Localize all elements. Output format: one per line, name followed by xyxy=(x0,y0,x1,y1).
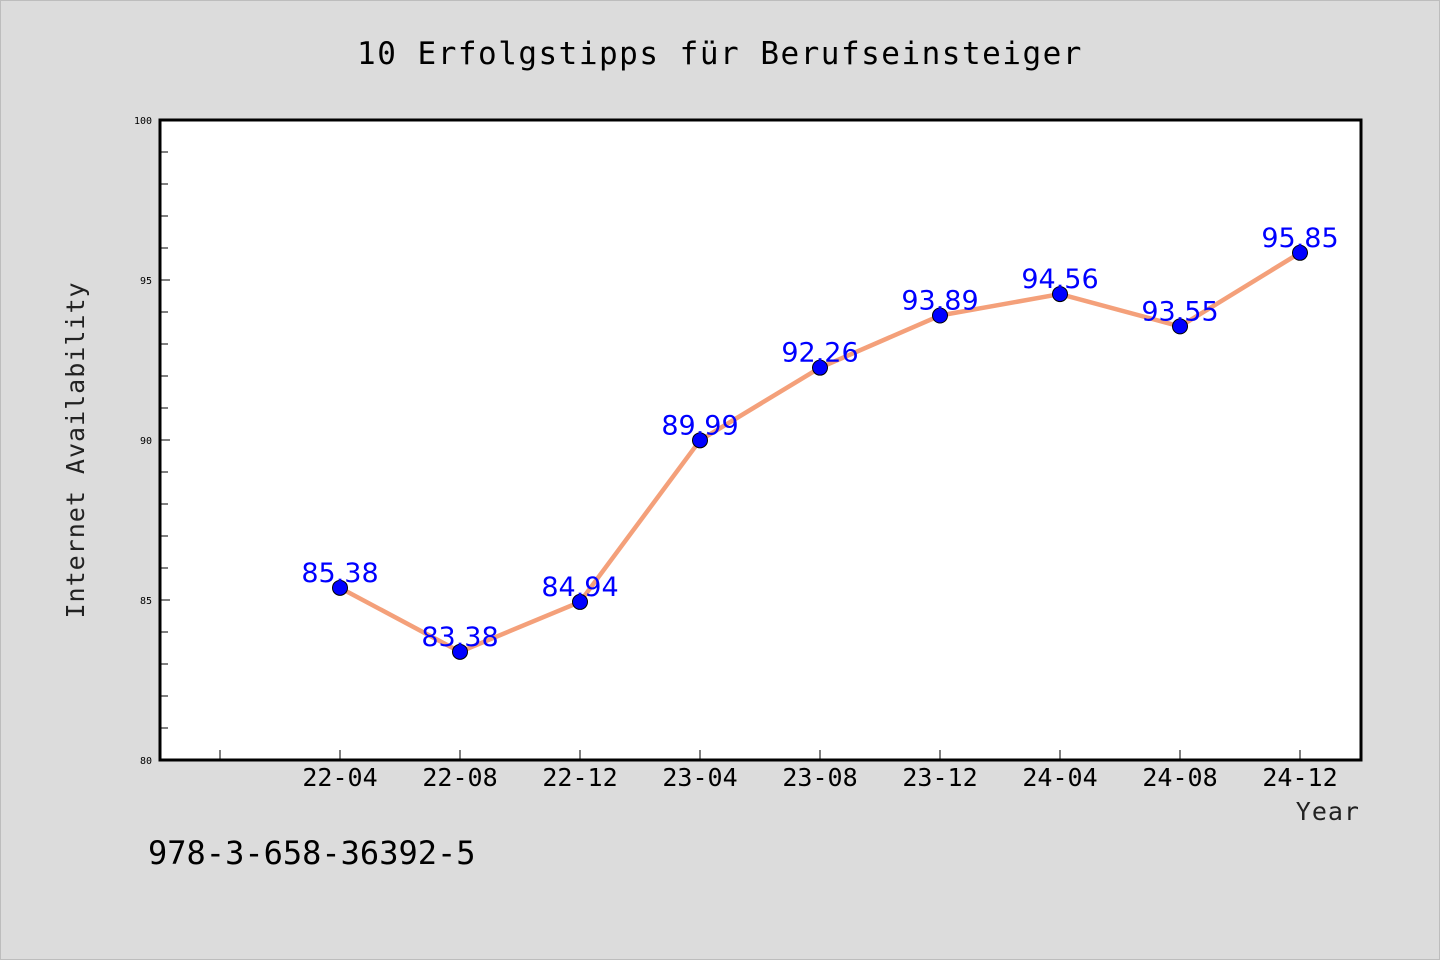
y-axis-label: Internet Availability xyxy=(61,281,90,618)
data-label: 95.85 xyxy=(1261,223,1338,254)
data-label: 92.26 xyxy=(781,338,858,369)
data-point xyxy=(812,359,828,376)
x-tick-label: 24-08 xyxy=(1142,763,1217,792)
plot-area xyxy=(158,118,1363,762)
data-point xyxy=(452,643,468,660)
y-tick-label: 85 xyxy=(140,596,152,607)
x-tick-label: 22-12 xyxy=(542,763,617,792)
data-point xyxy=(1172,318,1188,335)
x-tick-label: 24-12 xyxy=(1262,763,1337,792)
y-axis: 80 85 90 95 100 xyxy=(134,116,170,767)
x-tick-label: 23-08 xyxy=(782,763,857,792)
footer-isbn: 978-3-658-36392-5 xyxy=(148,834,476,872)
y-tick-label: 100 xyxy=(134,116,152,127)
x-tick-label: 22-04 xyxy=(302,763,377,792)
data-point xyxy=(932,307,948,324)
y-tick-label: 80 xyxy=(140,756,152,767)
data-label: 93.55 xyxy=(1141,296,1218,327)
data-point xyxy=(1052,286,1068,303)
data-point xyxy=(332,579,348,596)
x-tick-label: 23-12 xyxy=(902,763,977,792)
data-label: 84.94 xyxy=(541,572,618,603)
data-label: 93.89 xyxy=(901,286,978,317)
x-axis: 22-04 22-08 22-12 23-04 23-08 23-12 24-04 24-08… xyxy=(219,750,1338,792)
y-tick-label: 90 xyxy=(140,436,152,447)
data-label: 94.56 xyxy=(1021,264,1098,295)
x-tick-label: 23-04 xyxy=(662,763,737,792)
x-tick-label: 24-04 xyxy=(1022,763,1097,792)
y-tick-label: 95 xyxy=(140,276,152,287)
data-point xyxy=(692,432,708,449)
x-tick-label: 22-08 xyxy=(422,763,497,792)
x-axis-label: Year xyxy=(1296,797,1360,826)
series-layer: 85.38 83.38 84.94 89.99 92.26 93.89 94.56 93.55… xyxy=(301,223,1339,660)
data-label: 89.99 xyxy=(661,410,738,441)
data-label: 83.38 xyxy=(421,622,498,653)
data-point xyxy=(1292,244,1308,261)
data-label: 85.38 xyxy=(301,558,378,589)
data-point xyxy=(572,593,588,610)
chart-title: 10 Erfolgstipps für Berufseinsteiger xyxy=(357,36,1083,72)
